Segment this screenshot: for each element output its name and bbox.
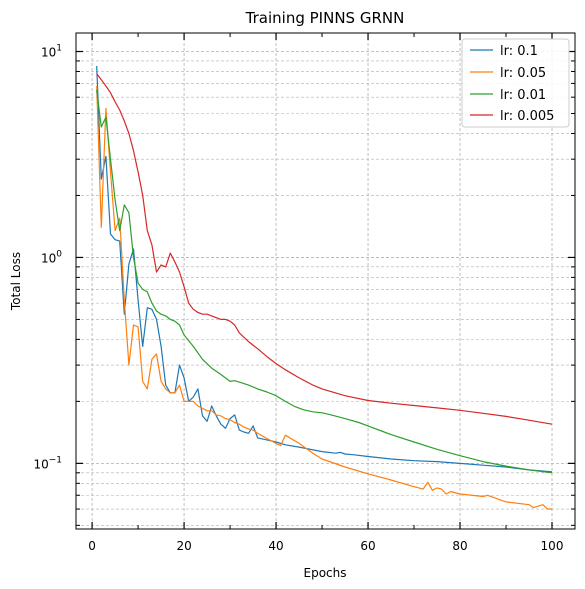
x-tick-label: 0 xyxy=(88,539,96,553)
legend: lr: 0.1 lr: 0.05 lr: 0.01 lr: 0.005 xyxy=(461,38,570,128)
legend-label-lr-0.005: lr: 0.005 xyxy=(500,109,554,124)
axis-ticks: 0 20 40 60 80 100 101 100 10−1 xyxy=(33,33,575,553)
legend-box xyxy=(461,38,570,128)
y-tick-label: 101 xyxy=(41,44,62,60)
legend-label-lr-0.01: lr: 0.01 xyxy=(500,88,546,103)
y-tick-label: 100 xyxy=(41,249,62,265)
y-tick-label: 10−1 xyxy=(33,455,62,471)
x-tick-label: 80 xyxy=(452,539,467,553)
x-tick-label: 60 xyxy=(360,539,375,553)
x-tick-label: 40 xyxy=(268,539,283,553)
series-line-lr-0.05 xyxy=(96,85,552,510)
series-line-lr-0.005 xyxy=(96,73,553,425)
series-line-lr-0.1 xyxy=(96,65,553,473)
legend-label-lr-0.1: lr: 0.1 xyxy=(500,44,538,59)
y-axis-label: Total Loss xyxy=(9,252,23,311)
x-axis-label: Epochs xyxy=(304,566,347,580)
chart-title: Training PINNS GRNN xyxy=(245,9,405,27)
series-lines xyxy=(96,65,553,510)
x-tick-label: 100 xyxy=(541,539,564,553)
plot-frame xyxy=(75,32,576,530)
legend-label-lr-0.05: lr: 0.05 xyxy=(500,66,546,81)
series-line-lr-0.01 xyxy=(96,89,553,474)
x-tick-label: 20 xyxy=(176,539,191,553)
